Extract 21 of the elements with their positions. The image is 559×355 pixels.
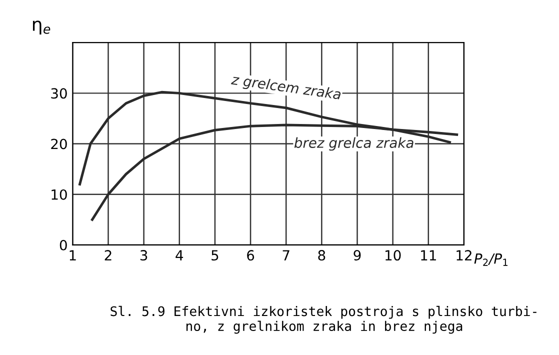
y-tick-label: 20 bbox=[51, 138, 67, 150]
x-tick-label: 11 bbox=[421, 250, 436, 260]
x-tick-label: 2 bbox=[104, 250, 112, 260]
x-tick-label: 6 bbox=[247, 250, 254, 261]
text: z grelcem zraka bbox=[230, 74, 342, 102]
y-tick-label: 30 bbox=[51, 88, 67, 99]
x-tick-label: 4 bbox=[176, 250, 184, 260]
y-axis-title: η$_{e}$ bbox=[32, 20, 50, 34]
x-tick-label: 1 bbox=[70, 250, 76, 260]
text: Sl. 5.9 Efektivni izkoristek postroja s plinsko turbi- no, z grelnikom zraka in brez njega bbox=[110, 306, 536, 334]
x-tick-label: 10 bbox=[386, 250, 401, 261]
series-label: brez grelca zraka bbox=[294, 137, 414, 151]
y-tick-label: 10 bbox=[52, 189, 67, 200]
x-tick-label: 9 bbox=[354, 250, 361, 261]
x-tick-label: 12 bbox=[456, 250, 472, 260]
x-tick-label: 7 bbox=[282, 250, 290, 260]
x-tick-label: 3 bbox=[140, 250, 148, 261]
x-tick-label: 8 bbox=[318, 250, 326, 261]
x-axis-title: P$_{2}$/P$_{1}$ bbox=[474, 253, 508, 266]
y-tick-label: 0 bbox=[60, 240, 67, 250]
x-tick-label: 5 bbox=[212, 250, 218, 261]
